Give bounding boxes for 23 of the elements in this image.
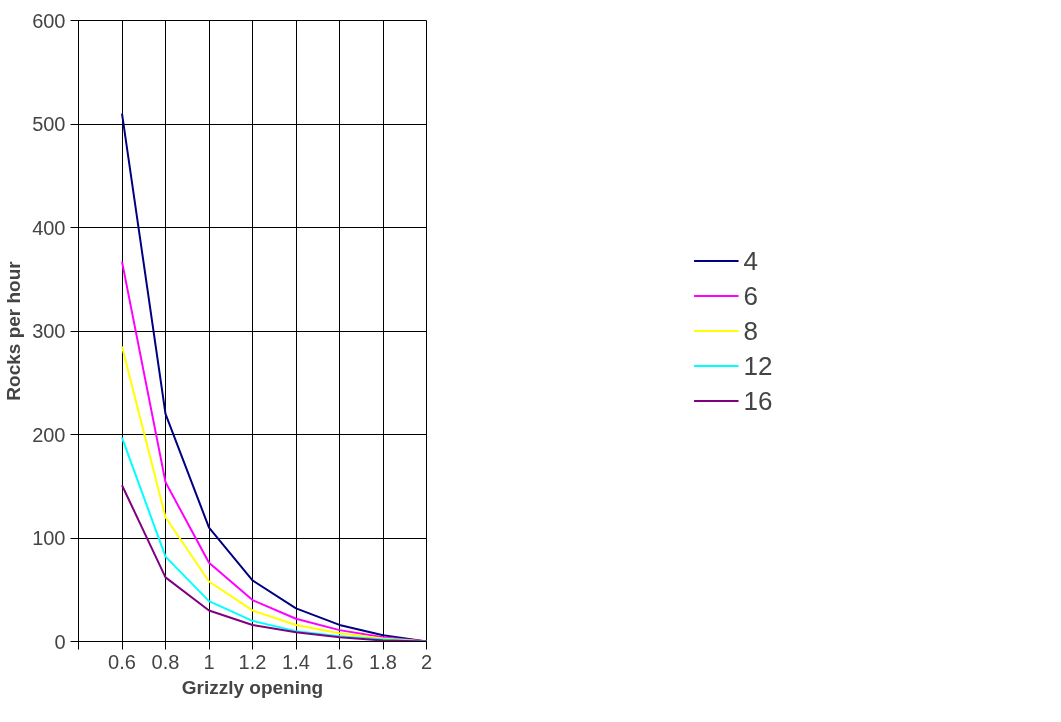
y-tick-label: 300 — [32, 320, 66, 342]
legend-label: 8 — [743, 315, 759, 346]
legend-label: 16 — [743, 385, 773, 416]
x-tick-label: 1.8 — [369, 650, 397, 673]
y-tick-label: 0 — [54, 630, 66, 653]
y-tick-label: 500 — [32, 113, 66, 135]
x-tick-label: 1.4 — [282, 650, 310, 673]
line-series — [121, 484, 427, 642]
x-tick-label: 1.2 — [238, 650, 267, 673]
legend-label: 12 — [743, 350, 773, 381]
x-tick-label: 1 — [203, 650, 215, 673]
y-tick-label: 600 — [32, 9, 66, 32]
y-tick-label: 200 — [32, 423, 66, 446]
y-axis-title: Rocks per hour — [3, 260, 25, 401]
legend-label: 4 — [743, 245, 759, 276]
x-tick-label: 1.6 — [325, 650, 354, 673]
y-tick-label: 400 — [32, 216, 66, 239]
x-tick-label: 0.8 — [151, 650, 180, 673]
y-tick-label: 100 — [32, 527, 66, 549]
x-tick-label: 0.6 — [108, 650, 136, 673]
legend-label: 6 — [743, 280, 759, 311]
x-tick-label: 2 — [420, 650, 433, 673]
x-axis-title: Grizzly opening — [181, 676, 324, 698]
